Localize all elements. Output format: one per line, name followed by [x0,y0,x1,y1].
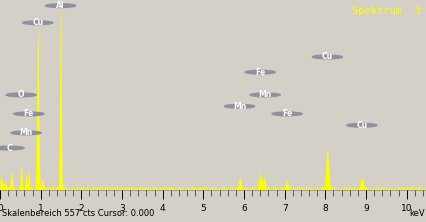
Text: Mn: Mn [232,102,245,111]
Text: 8: 8 [322,204,328,213]
Text: 9: 9 [362,204,368,213]
Text: 7: 7 [281,204,287,213]
Text: keV: keV [408,209,424,218]
Ellipse shape [271,112,302,116]
Ellipse shape [250,93,279,97]
Text: Mn: Mn [19,128,32,137]
Ellipse shape [14,112,44,116]
Ellipse shape [245,70,275,74]
Text: O: O [18,90,24,99]
Ellipse shape [311,55,342,59]
Ellipse shape [23,21,53,25]
Ellipse shape [46,4,75,8]
Text: 2: 2 [78,204,84,213]
Text: 4: 4 [159,204,165,213]
Ellipse shape [11,131,41,135]
Text: Cu: Cu [356,121,367,130]
Text: Fe: Fe [281,109,291,118]
Text: 1: 1 [38,204,43,213]
Ellipse shape [6,93,36,97]
Ellipse shape [346,123,376,127]
Text: Al: Al [56,1,65,10]
Ellipse shape [224,105,254,108]
Text: Mn: Mn [258,90,271,99]
Text: 6: 6 [241,204,246,213]
Text: Fe: Fe [255,68,265,77]
Text: Cu: Cu [321,52,332,61]
Text: 5: 5 [200,204,206,213]
Text: Skalenbereich 557 cts Cursor: 0.000: Skalenbereich 557 cts Cursor: 0.000 [2,209,154,218]
Text: 10: 10 [400,204,412,213]
Text: 3: 3 [119,204,124,213]
Ellipse shape [0,146,24,150]
Text: C: C [6,144,12,153]
Text: Spektrum  3: Spektrum 3 [351,6,420,16]
Text: 0: 0 [0,204,3,213]
Text: Fe: Fe [24,109,34,118]
Text: Cu: Cu [32,18,43,27]
